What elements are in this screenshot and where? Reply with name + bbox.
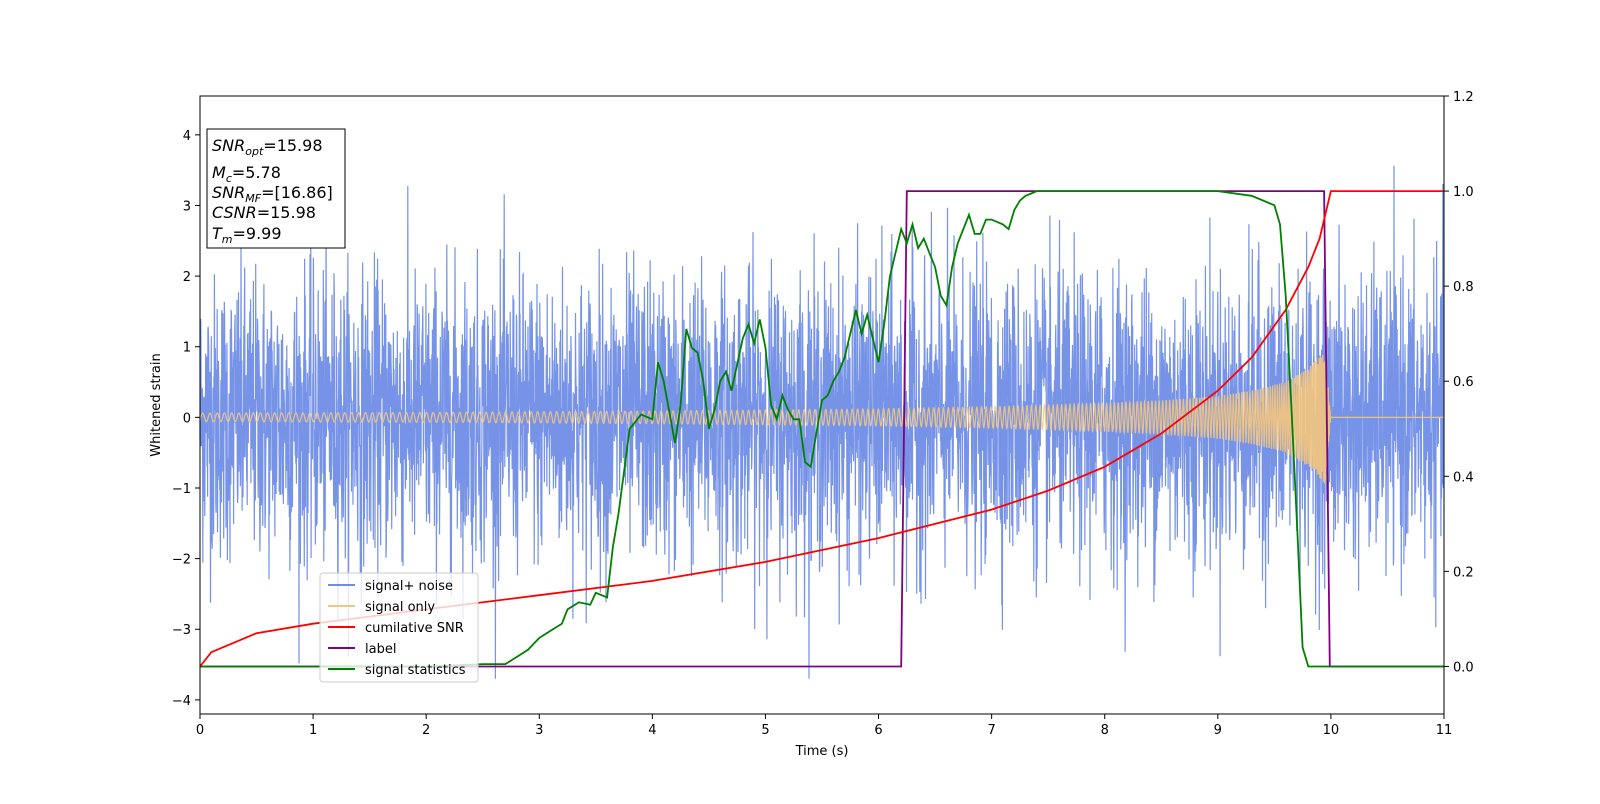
x-tick-label: 8 — [1101, 723, 1109, 738]
y-left-tick-label: −2 — [172, 553, 191, 568]
y-right-tick-label: 0.4 — [1453, 470, 1474, 485]
legend-item-signal-only: signal only — [328, 600, 435, 615]
annotation-csnr: CSNR=15.98 — [212, 203, 316, 222]
x-tick-label: 9 — [1214, 723, 1222, 738]
y-left-tick-label: 3 — [183, 199, 191, 214]
y-left-tick-label: 2 — [183, 270, 191, 285]
y-left-tick-label: 0 — [183, 411, 191, 426]
legend-item-signal-statistics: signal statistics — [328, 663, 466, 678]
y-left-tick-label: 4 — [183, 129, 191, 144]
y-right-tick-label: 0.8 — [1453, 280, 1474, 295]
annotation-mc: Mc=5.78 — [212, 163, 281, 185]
annotation-tm: Tm=9.99 — [212, 224, 282, 246]
series-signal-noise — [199, 165, 1445, 679]
y-left-tick-label: 1 — [183, 341, 191, 356]
x-tick-label: 10 — [1323, 723, 1340, 738]
x-tick-label: 6 — [874, 723, 882, 738]
legend-label-signal-statistics: signal statistics — [365, 663, 466, 678]
series-signal-statistics — [200, 190, 1444, 668]
annotation-snr-opt: SNRopt=15.98 — [212, 136, 323, 158]
legend-label-label: label — [365, 642, 396, 657]
legend-label-cumulative-snr: cumilative SNR — [365, 621, 464, 636]
x-axis-label: Time (s) — [795, 744, 849, 759]
y-left-tick-label: −3 — [172, 623, 191, 638]
noise-series-layer — [199, 165, 1445, 679]
y-right-tick-label: 0.0 — [1453, 660, 1474, 675]
annotation-box: SNRopt=15.98 Mc=5.78 SNRMF=[16.86] CSNR=… — [206, 128, 346, 249]
legend-frame — [319, 572, 479, 683]
x-tick-label: 2 — [422, 723, 430, 738]
y-right-tick-label: 1.0 — [1453, 185, 1474, 200]
x-tick-label: 11 — [1436, 723, 1453, 738]
y-right-tick-label: 1.2 — [1453, 90, 1474, 105]
x-tick-label: 3 — [535, 723, 543, 738]
x-tick-label: 7 — [987, 723, 995, 738]
legend-item-label: label — [328, 642, 396, 657]
annotation-snr-mf: SNRMF=[16.86] — [212, 183, 333, 205]
legend-label-signal-noise: signal+ noise — [365, 579, 453, 594]
signal-series-layer — [199, 355, 1444, 484]
legend-label-signal-only: signal only — [365, 600, 435, 615]
ticks-layer: 0 1 2 3 4 5 6 7 8 9 10 11 −4 −3 −2 −1 0 1 2 3 4 0.0 0.2 0.4 0.6 0… — [172, 90, 1474, 738]
legend: signal+ noise signal only cumilative SNR… — [319, 572, 479, 683]
x-tick-label: 4 — [648, 723, 656, 738]
y-right-tick-label: 0.2 — [1453, 565, 1474, 580]
legend-item-cumulative-snr: cumilative SNR — [328, 621, 464, 636]
x-tick-label: 0 — [196, 723, 204, 738]
y-left-tick-label: −4 — [172, 694, 191, 709]
x-tick-label: 1 — [309, 723, 317, 738]
annotation-frame — [206, 128, 346, 249]
y-left-tick-label: −1 — [172, 482, 191, 497]
x-tick-label: 5 — [761, 723, 769, 738]
plot-frame — [199, 95, 1445, 715]
y-right-tick-label: 0.6 — [1453, 375, 1474, 390]
legend-item-signal-noise: signal+ noise — [328, 579, 453, 594]
y-axis-label: Whitened strain — [149, 353, 164, 456]
series-signal-only — [199, 355, 1444, 484]
